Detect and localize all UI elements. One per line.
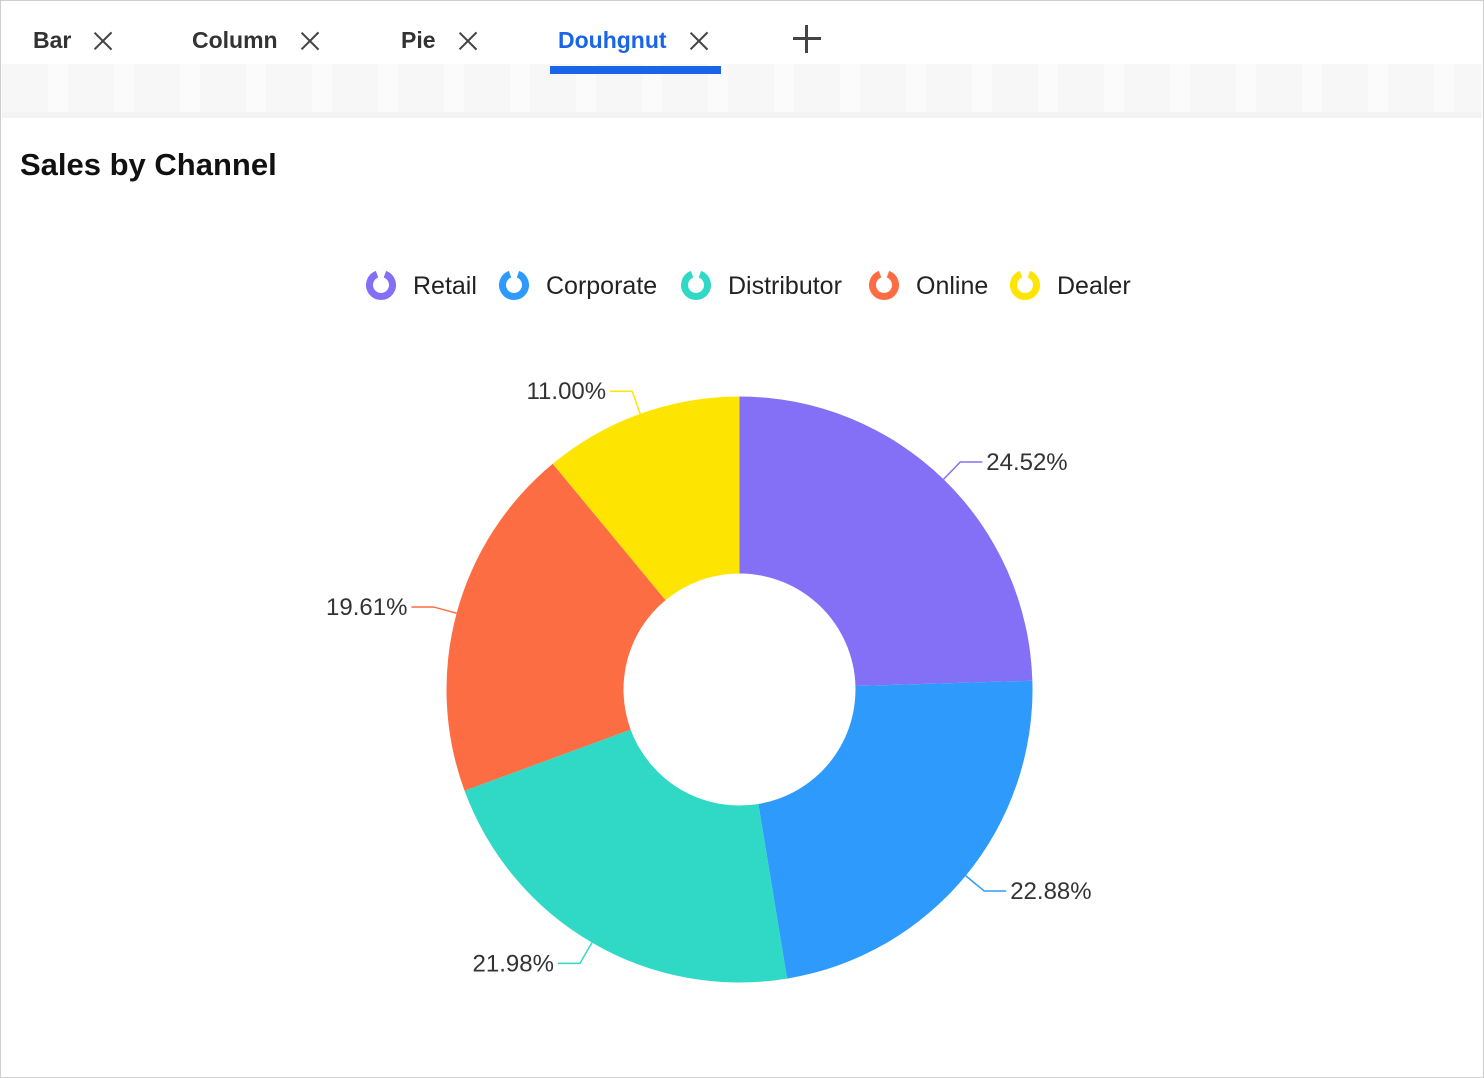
legend-label: Online <box>916 272 988 300</box>
chart-legend: Retail Corporate Distributor Online Dealer <box>366 270 1131 300</box>
data-label-dealer: 11.00% <box>526 378 606 405</box>
tab-pie-chart[interactable]: Pie <box>401 16 478 64</box>
doughnut-slice-retail[interactable] <box>739 396 1033 687</box>
legend-label: Dealer <box>1057 272 1131 300</box>
active-tab-indicator <box>550 66 721 74</box>
label-connector-corporate <box>965 875 1007 892</box>
doughnut-slice-dealer[interactable] <box>552 396 740 601</box>
legend-label: Retail <box>413 272 477 300</box>
tab-column-chart[interactable]: Column <box>192 16 320 64</box>
tab-doughnut-chart[interactable]: Douhgnut <box>558 16 709 64</box>
tab-bar-strip <box>2 64 1482 112</box>
tab-bar-divider <box>2 112 1482 118</box>
data-label-online: 19.61% <box>326 594 407 621</box>
tab-label: Pie <box>401 26 436 53</box>
legend-marker-icon <box>869 270 899 300</box>
label-connector-retail <box>943 461 983 480</box>
legend-label: Distributor <box>728 272 842 300</box>
chart-slices <box>446 396 1033 983</box>
tab-bar-chart[interactable]: Bar <box>33 16 113 64</box>
legend-label: Corporate <box>546 272 657 300</box>
doughnut-slice-online[interactable] <box>446 463 666 791</box>
tab-label: Bar <box>33 26 72 53</box>
tab-label: Douhgnut <box>558 26 667 53</box>
label-connector-dealer <box>610 390 641 415</box>
legend-item-online[interactable]: Online <box>869 270 989 300</box>
data-label-corporate: 22.88% <box>1010 878 1091 905</box>
legend-item-dealer[interactable]: Dealer <box>1010 270 1131 300</box>
legend-marker-icon <box>499 270 529 300</box>
doughnut-slice-corporate[interactable] <box>758 680 1033 979</box>
plus-icon[interactable] <box>792 24 822 54</box>
legend-item-corporate[interactable]: Corporate <box>499 270 658 300</box>
doughnut-slice-distributor[interactable] <box>464 729 788 983</box>
legend-marker-icon <box>1010 270 1040 300</box>
label-connector-online <box>411 606 457 614</box>
legend-item-distributor[interactable]: Distributor <box>681 270 842 300</box>
legend-item-retail[interactable]: Retail <box>366 270 477 300</box>
tab-label: Column <box>192 26 278 53</box>
label-connector-distributor <box>557 942 593 965</box>
tab-bar: Bar Column Pie Douhgnut <box>2 2 1482 118</box>
legend-marker-icon <box>681 270 711 300</box>
chart-title: Sales by Channel <box>20 147 277 182</box>
legend-marker-icon <box>366 270 396 300</box>
data-label-distributor: 21.98% <box>473 950 554 977</box>
chart-data-labels: 24.52% 22.88% 21.98% 19.61% 11.00% <box>326 378 1092 977</box>
data-label-retail: 24.52% <box>986 449 1067 476</box>
